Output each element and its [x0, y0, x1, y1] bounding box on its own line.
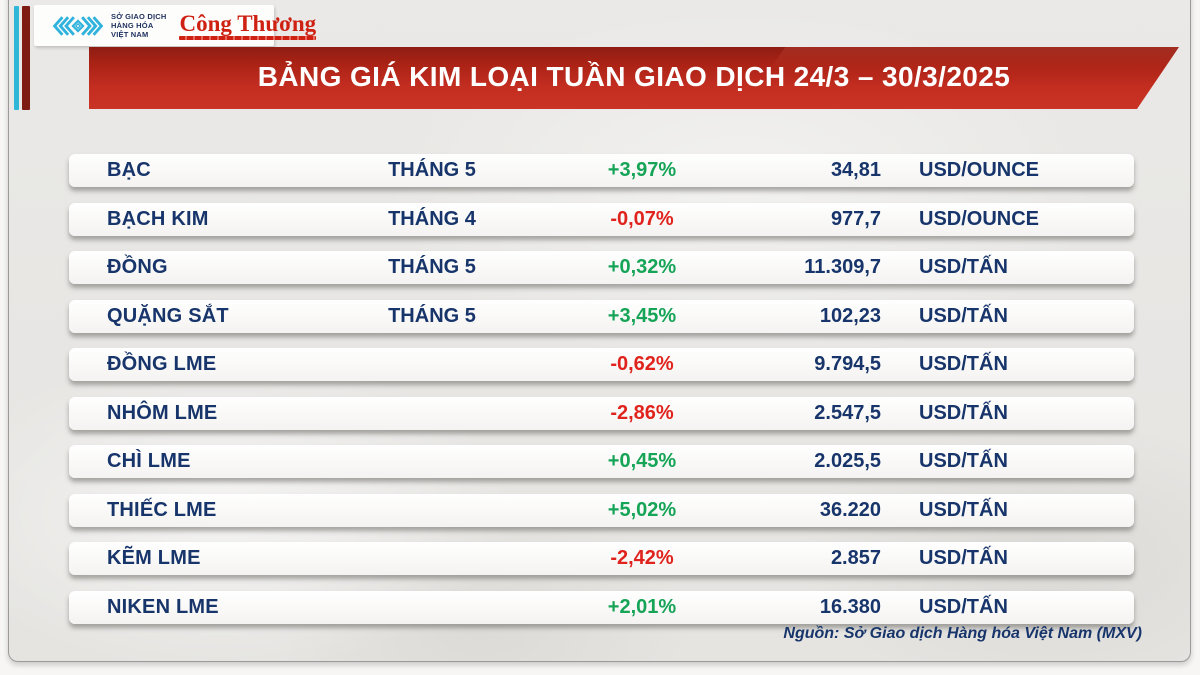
percent-change: +3,97% — [607, 159, 677, 181]
percent-change: -0,62% — [610, 353, 674, 375]
price-value: 34,81 — [830, 159, 881, 181]
mxv-name-line1: SỞ GIAO DỊCH — [111, 12, 167, 21]
table-row: CHÌ LME +0,45% 2.025,5 USD/TẤN — [69, 445, 1134, 478]
price-unit: USD/TẤN — [919, 595, 1008, 618]
mxv-name-line3: VIỆT NAM — [111, 30, 149, 39]
price-unit: USD/TẤN — [919, 353, 1008, 375]
table-row: NHÔM LME -2,86% 2.547,5 USD/TẤN — [69, 396, 1134, 430]
price-value: 102,23 — [819, 304, 881, 327]
price-value: 16.380 — [819, 595, 881, 618]
price-unit: USD/TẤN — [919, 547, 1008, 569]
accent-bar-maroon — [22, 6, 30, 110]
table-row: QUẶNG SẮT THÁNG 5 +3,45% 102,23 USD/TẤN — [69, 299, 1134, 333]
commodity-name: CHÌ LME — [107, 450, 191, 472]
table-row: ĐỒNG THÁNG 5 +0,32% 11.309,7 USD/TẤN — [69, 251, 1134, 284]
contract-month: THÁNG 5 — [388, 256, 476, 278]
price-value: 2.547,5 — [814, 401, 881, 424]
commodity-name: ĐỒNG — [107, 256, 168, 278]
contract-month: THÁNG 5 — [388, 304, 476, 327]
price-unit: USD/TẤN — [919, 304, 1008, 327]
price-value: 11.309,7 — [804, 256, 881, 278]
table-row: KẼM LME -2,42% 2.857 USD/TẤN — [69, 542, 1134, 575]
price-value: 977,7 — [830, 207, 881, 230]
table-row: BẠC THÁNG 5 +3,97% 34,81 USD/OUNCE — [69, 154, 1134, 187]
commodity-name: ĐỒNG LME — [107, 353, 217, 375]
title-banner: BẢNG GIÁ KIM LOẠI TUẦN GIAO DỊCH 24/3 – … — [89, 47, 1179, 109]
price-value: 9.794,5 — [814, 353, 881, 375]
mxv-name-line2: HÀNG HÓA — [111, 21, 154, 30]
commodity-name: NIKEN LME — [107, 595, 219, 618]
price-unit: USD/TẤN — [919, 450, 1008, 472]
commodity-name: BẠC — [107, 159, 151, 181]
commodity-name: NHÔM LME — [107, 401, 218, 424]
congthuong-wordmark: Công Thương — [179, 10, 317, 36]
price-unit: USD/TẤN — [919, 401, 1008, 424]
table-row: BẠCH KIM THÁNG 4 -0,07% 977,7 USD/OUNCE — [69, 202, 1134, 236]
price-unit: USD/OUNCE — [919, 207, 1040, 230]
commodity-name: BẠCH KIM — [107, 207, 209, 230]
percent-change: +0,32% — [607, 256, 677, 278]
percent-change: +5,02% — [607, 498, 677, 521]
price-value: 2.857 — [830, 547, 881, 569]
table-row: THIẾC LME +5,02% 36.220 USD/TẤN — [69, 493, 1134, 527]
contract-month: THÁNG 5 — [388, 159, 476, 181]
table-row: ĐỒNG LME -0,62% 9.794,5 USD/TẤN — [69, 348, 1134, 381]
percent-change: -0,07% — [610, 207, 674, 230]
percent-change: +2,01% — [607, 595, 677, 618]
logo-box: SỞ GIAO DỊCH HÀNG HÓA VIỆT NAM Công Thươ… — [34, 5, 317, 46]
congthuong-logo: Công Thương — [179, 10, 317, 40]
price-unit: USD/TẤN — [919, 256, 1008, 278]
price-unit: USD/TẤN — [919, 498, 1008, 521]
commodity-name: THIẾC LME — [107, 498, 217, 521]
price-unit: USD/OUNCE — [919, 159, 1040, 181]
table-row: NIKEN LME +2,01% 16.380 USD/TẤN — [69, 590, 1134, 624]
price-value: 36.220 — [819, 498, 881, 521]
source-credit: Nguồn: Sở Giao dịch Hàng hóa Việt Nam (M… — [783, 625, 1142, 642]
congthuong-tagline-strip — [179, 35, 317, 40]
percent-change: +3,45% — [607, 304, 677, 327]
commodity-name: QUẶNG SẮT — [107, 304, 229, 327]
mxv-name: SỞ GIAO DỊCH HÀNG HÓA VIỆT NAM — [111, 12, 166, 39]
accent-bar-cyan — [14, 6, 19, 110]
price-table: BẠC THÁNG 5 +3,97% 34,81 USD/OUNCE BẠCH … — [69, 154, 1134, 624]
commodity-name: KẼM LME — [107, 547, 201, 569]
percent-change: +0,45% — [607, 450, 677, 472]
percent-change: -2,86% — [610, 401, 674, 424]
mxv-logo-icon — [52, 15, 104, 36]
contract-month: THÁNG 4 — [388, 207, 476, 230]
percent-change: -2,42% — [610, 547, 674, 569]
page-title: BẢNG GIÁ KIM LOẠI TUẦN GIAO DỊCH 24/3 – … — [257, 61, 1011, 92]
price-value: 2.025,5 — [814, 450, 881, 472]
price-board-card: SỞ GIAO DỊCH HÀNG HÓA VIỆT NAM Công Thươ… — [8, 0, 1191, 662]
